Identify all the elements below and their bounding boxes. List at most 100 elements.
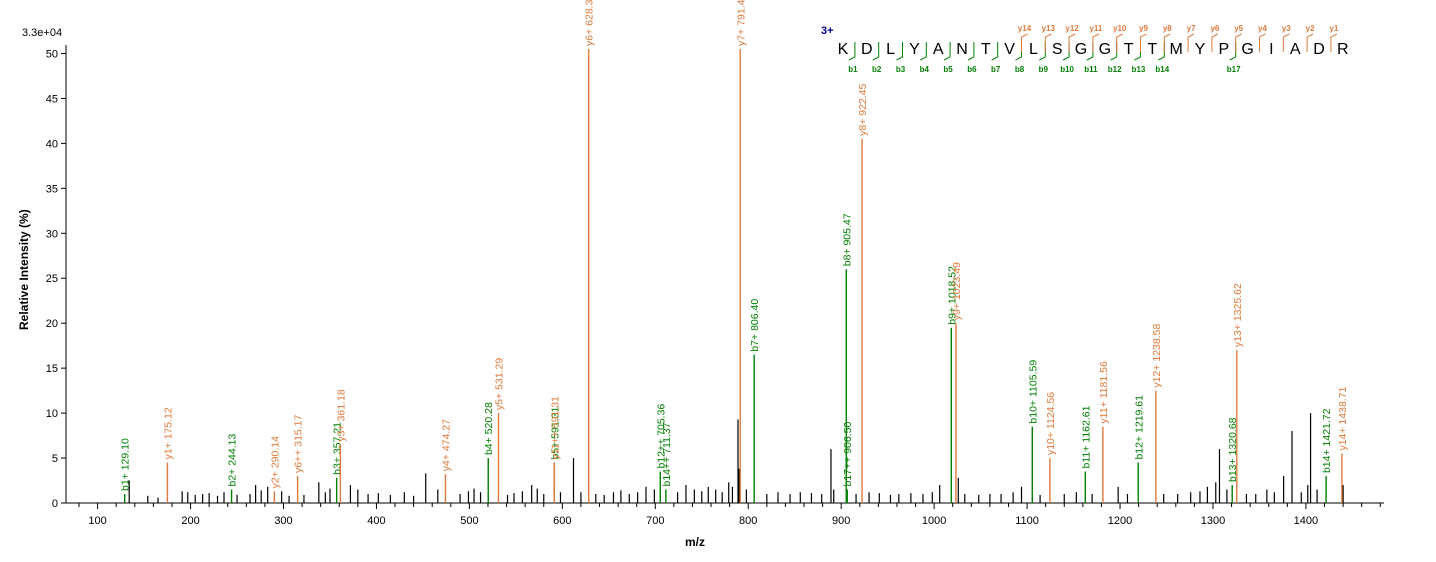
y-break-marker bbox=[1021, 33, 1028, 52]
sequence-residue: P bbox=[1218, 41, 1229, 58]
y-tick-label: 10 bbox=[46, 408, 58, 420]
peak-label-y: y13+ 1325.62 bbox=[1232, 283, 1244, 347]
x-tick-label: 600 bbox=[553, 515, 571, 527]
b-ion-label: b9 bbox=[1039, 65, 1049, 74]
sequence-residue: T bbox=[1148, 41, 1158, 58]
sequence-residue: G bbox=[1075, 41, 1087, 58]
b-break-marker bbox=[1086, 42, 1094, 61]
y-ion-label: y13 bbox=[1042, 24, 1056, 33]
y-axis-title: Relative Intensity (%) bbox=[17, 209, 31, 330]
b-ion-label: b4 bbox=[920, 65, 930, 74]
x-tick-label: 300 bbox=[274, 515, 292, 527]
peak-label-y: y11+ 1181.56 bbox=[1098, 361, 1110, 424]
sequence-residue: D bbox=[861, 41, 873, 58]
peak-label-y: y6+ 628.34 bbox=[584, 0, 596, 46]
y-break-marker bbox=[1092, 33, 1100, 52]
peak-label-b: b1+ 129.10 bbox=[120, 438, 132, 491]
unassigned-peaks bbox=[128, 413, 1344, 503]
x-tick-label: 1100 bbox=[1015, 515, 1039, 527]
peak-label-b: b5+ 591.31 bbox=[549, 407, 561, 460]
annotated-peaks: b1+ 129.10 y1+ 175.12 b2+ 244.13 y2+ 290.14… bbox=[120, 0, 1349, 503]
sequence-residue: S bbox=[1052, 41, 1063, 58]
y-tick-label: 5 bbox=[52, 453, 58, 465]
b-ion-label: b3 bbox=[896, 65, 906, 74]
x-tick-label: 800 bbox=[739, 515, 757, 527]
b-break-marker bbox=[1158, 42, 1165, 61]
y-break-marker bbox=[1306, 33, 1314, 52]
b-ion-label: b14 bbox=[1155, 65, 1169, 74]
x-tick-label: 1200 bbox=[1108, 515, 1132, 527]
sequence-residue: T bbox=[1124, 41, 1134, 58]
y-break-marker bbox=[1211, 33, 1219, 52]
b-ion-label: b13 bbox=[1132, 65, 1146, 74]
b-ion-label: b10 bbox=[1060, 65, 1074, 74]
peak-label-b: b9+ 1018.52 bbox=[946, 266, 958, 325]
y-ion-label: y2 bbox=[1306, 24, 1315, 33]
sequence-residue: T bbox=[981, 41, 991, 58]
peak-label-y: y8+ 922.45 bbox=[857, 83, 869, 135]
y-break-marker bbox=[1116, 33, 1123, 52]
peak-label-b: b10+ 1105.59 bbox=[1027, 360, 1039, 424]
sequence-residue: Y bbox=[909, 41, 920, 58]
peak-label-y: y4+ 474.27 bbox=[440, 419, 452, 471]
peak-label-y: y2+ 290.14 bbox=[269, 436, 281, 488]
y-ion-label: y1 bbox=[1329, 24, 1338, 33]
peak-label-b: b2+ 244.13 bbox=[227, 434, 239, 487]
b-ion-label: b7 bbox=[991, 65, 1001, 74]
peak-label-y: y6++ 315.17 bbox=[293, 414, 305, 473]
axes: 0 5 10 15 20 25 30 35 40 45 50 100 200 300 400 500 600 70… bbox=[46, 45, 1384, 527]
y-break-marker bbox=[1282, 33, 1290, 52]
y-ion-label: y10 bbox=[1113, 24, 1127, 33]
y-tick-label: 35 bbox=[46, 183, 58, 195]
y-tick-label: 0 bbox=[52, 498, 58, 510]
peak-label-b: b12+ 1219.61 bbox=[1133, 395, 1145, 460]
b-ion-label: b6 bbox=[967, 65, 977, 74]
sequence-residue: A bbox=[1290, 41, 1301, 58]
b-break-marker bbox=[1062, 42, 1070, 61]
x-tick-label: 900 bbox=[832, 515, 850, 527]
peak-label-y: y1+ 175.12 bbox=[162, 407, 174, 459]
peak-label-b: b7+ 806.40 bbox=[749, 299, 761, 352]
peptide-sequence-map: 3+K D L Y A N T V L S G G T T M Y P G I A D Rb1 b2 b3 b4 b5 b6 b7 b8… bbox=[821, 24, 1349, 74]
sequence-residue: K bbox=[838, 41, 849, 58]
x-tick-label: 500 bbox=[460, 515, 478, 527]
b-break-marker bbox=[920, 42, 927, 61]
peak-label-y: y10+ 1124.56 bbox=[1045, 392, 1057, 455]
y-ion-label: y8 bbox=[1163, 24, 1172, 33]
sequence-residue: G bbox=[1241, 41, 1253, 58]
peak-label-b: b11+ 1162.61 bbox=[1080, 405, 1092, 468]
peak-label-b: b8+ 905.47 bbox=[841, 213, 853, 266]
peak-label-y: y14+ 1438.71 bbox=[1337, 386, 1349, 450]
peak-label-y: y7+ 791.41 bbox=[735, 0, 747, 46]
sequence-residue: R bbox=[1337, 41, 1349, 58]
y-ion-label: y14 bbox=[1018, 24, 1032, 33]
y-ion-label: y6 bbox=[1210, 24, 1219, 33]
y-ion-label: y12 bbox=[1065, 24, 1079, 33]
y-ion-label: y4 bbox=[1258, 24, 1267, 33]
peak-label-y: y3+ 361.18 bbox=[335, 389, 347, 441]
y-break-marker bbox=[1187, 33, 1195, 52]
sequence-residue: I bbox=[1269, 41, 1273, 58]
y-tick-label: 25 bbox=[46, 273, 58, 285]
b-break-marker bbox=[1134, 42, 1141, 61]
y-break-marker bbox=[1259, 33, 1266, 52]
y-break-marker bbox=[1330, 33, 1338, 52]
y-ion-label: y5 bbox=[1234, 24, 1243, 33]
x-tick-label: 100 bbox=[88, 515, 106, 527]
peak-label-y: y5+ 531.29 bbox=[493, 358, 505, 410]
b-break-marker bbox=[896, 42, 903, 61]
sequence-residue: N bbox=[956, 41, 968, 58]
b-break-marker bbox=[872, 42, 880, 61]
charge-state: 3+ bbox=[821, 25, 834, 37]
b-ion-label: b12 bbox=[1108, 65, 1122, 74]
y-break-marker bbox=[1068, 33, 1076, 52]
sequence-residue: L bbox=[1029, 41, 1038, 58]
peak-label-y: y12+ 1238.58 bbox=[1151, 324, 1163, 388]
sequence-residue: D bbox=[1313, 41, 1325, 58]
y-ion-label: y11 bbox=[1089, 24, 1102, 33]
y-tick-label: 20 bbox=[46, 318, 58, 330]
b-break-marker bbox=[1015, 42, 1022, 61]
b-ion-label: b17 bbox=[1227, 65, 1241, 74]
b-ion-label: b11 bbox=[1084, 65, 1098, 74]
